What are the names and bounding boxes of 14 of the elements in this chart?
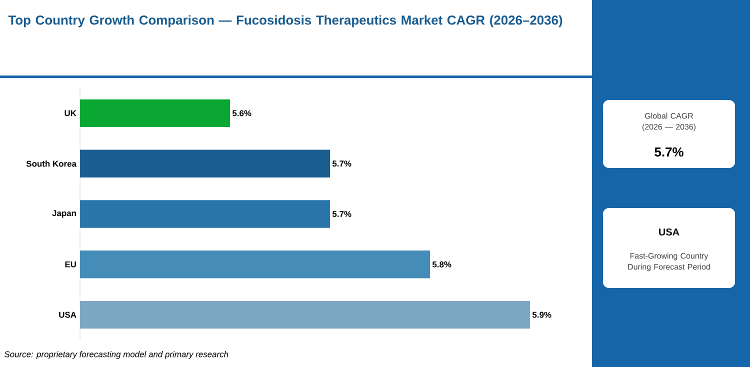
text: USA: [659, 228, 680, 236]
data-label: 5.7%: [332, 211, 352, 217]
y-tick-label: USA: [59, 312, 76, 318]
data-label: 5.8%: [432, 261, 452, 268]
data-label: 5.9%: [532, 312, 552, 318]
chart-title: Top Country Growth Comparison — Fucosidosis Therapeutics Market CAGR (2026–2036): [8, 15, 562, 28]
data-label: 5.7%: [332, 160, 352, 167]
y-tick-label: UK: [64, 110, 76, 116]
text: 5.7%: [654, 147, 684, 157]
source-note: Source: proprietary forecasting model and primary research: [4, 351, 228, 359]
y-tick-label: South Korea: [26, 160, 77, 167]
data-label: 5.6%: [232, 110, 252, 116]
y-tick-label: EU: [65, 261, 76, 268]
y-tick-label: Japan: [52, 210, 76, 218]
